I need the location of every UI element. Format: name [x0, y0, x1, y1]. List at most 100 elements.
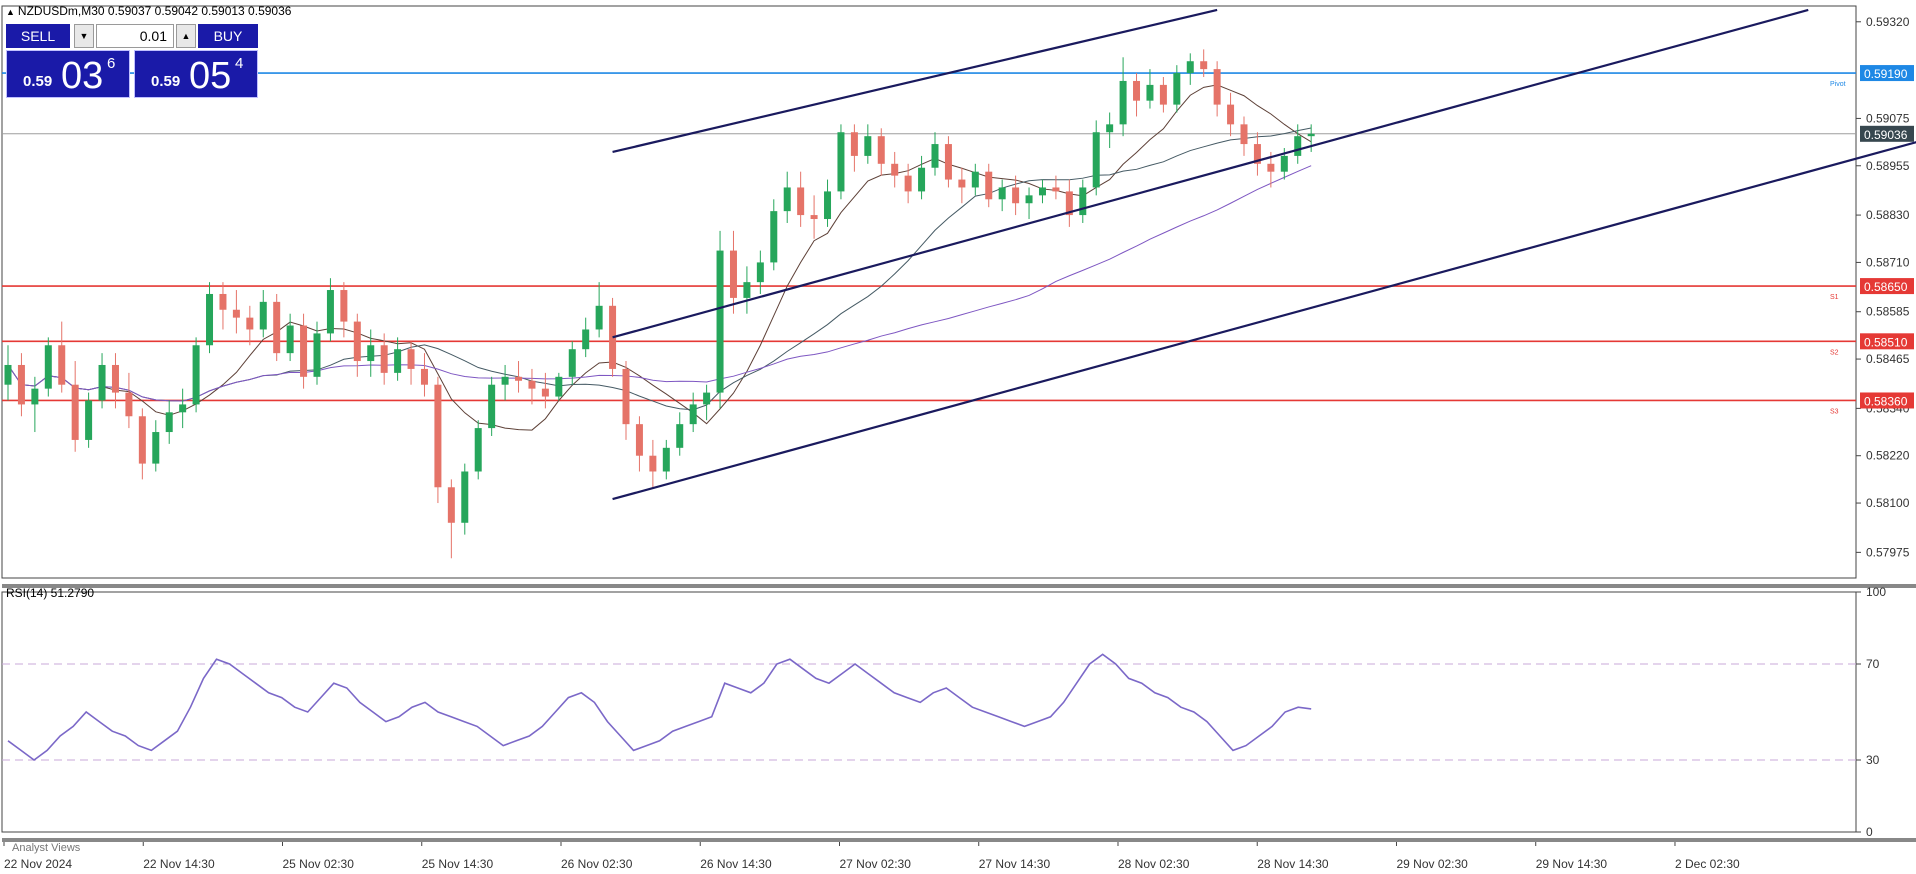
candle-body [165, 412, 173, 433]
x-tick-label: 29 Nov 14:30 [1536, 857, 1608, 871]
candle-body [246, 317, 254, 330]
candle-body [1227, 104, 1235, 125]
candle-body [1280, 155, 1288, 172]
y-tick-label: 0.58220 [1866, 449, 1910, 463]
bid-prefix: 0.59 [23, 73, 53, 90]
candle-body [259, 301, 267, 330]
candle-body [676, 424, 684, 448]
x-tick-label: 26 Nov 02:30 [561, 857, 633, 871]
candle-body [541, 388, 549, 397]
candle-body [1159, 84, 1167, 105]
lot-size-input[interactable]: 0.01 [96, 24, 174, 48]
y-tick-label: 0.59075 [1866, 111, 1910, 125]
sell-button[interactable]: SELL [6, 24, 70, 48]
x-tick-label: 2 Dec 02:30 [1675, 857, 1740, 871]
candle-body [985, 171, 993, 200]
candle-body [1119, 80, 1127, 125]
level-price-label: 0.58510 [1864, 335, 1908, 349]
lot-increase-icon[interactable]: ▲ [176, 24, 196, 48]
candle-body [1294, 136, 1302, 156]
candle-body [1267, 163, 1275, 172]
candle-body [515, 376, 523, 381]
rsi-tick-label: 70 [1866, 657, 1880, 671]
candle-body [971, 171, 979, 188]
candle-body [326, 290, 334, 334]
candle-body [58, 345, 66, 385]
ask-prefix: 0.59 [151, 73, 181, 90]
x-tick-label: 29 Nov 02:30 [1396, 857, 1468, 871]
bid-sup: 6 [107, 55, 116, 72]
candle-body [179, 404, 187, 413]
level-name-label: S3 [1830, 408, 1839, 415]
ma-fast-line [7, 84, 1312, 431]
y-tick-label: 0.58100 [1866, 496, 1910, 510]
level-price-tag [1860, 392, 1914, 409]
symbol-line: NZDUSDm,M30 0.59037 0.59042 0.59013 0.59… [17, 4, 292, 18]
candle-body [810, 215, 818, 220]
candle-body [111, 364, 119, 393]
candle-body [1106, 124, 1114, 133]
candle-body [904, 175, 912, 192]
collapse-triangle-icon[interactable]: ▲ [6, 7, 15, 17]
candle-body [44, 345, 52, 389]
level-price-label: 0.59190 [1864, 67, 1908, 81]
candle-body [1307, 133, 1315, 137]
candle-body [595, 305, 603, 330]
one-click-trading-panel: SELL ▼ 0.01 ▲ BUY 0.59 03 6 0.59 05 4 [6, 24, 258, 98]
ma-slow-line [7, 165, 1312, 402]
candle-body [891, 163, 899, 176]
lot-decrease-icon[interactable]: ▼ [74, 24, 94, 48]
rsi-tick-label: 0 [1866, 825, 1873, 839]
candle-body [756, 262, 764, 283]
candle-body [568, 349, 576, 377]
candle-body [877, 136, 885, 164]
buy-button[interactable]: BUY [198, 24, 258, 48]
candle-body [71, 384, 79, 440]
x-tick-label: 27 Nov 02:30 [839, 857, 911, 871]
candle-body [501, 376, 509, 385]
candle-body [313, 333, 321, 377]
candle-body [528, 380, 536, 389]
main-plot-frame [1, 5, 1857, 579]
candle-body [649, 455, 657, 472]
candle-body [918, 167, 926, 192]
candle-body [394, 349, 402, 373]
candle-body [1079, 187, 1087, 216]
candle-body [850, 132, 858, 156]
candle-body [407, 349, 415, 369]
candle-body [434, 384, 442, 488]
candle-body [703, 392, 711, 405]
level-price-label: 0.58650 [1864, 280, 1908, 294]
x-tick-label: 28 Nov 14:30 [1257, 857, 1329, 871]
bid-quote[interactable]: 0.59 03 6 [6, 50, 130, 98]
candle-body [4, 364, 12, 385]
candle-body [1025, 195, 1033, 204]
candle-body [770, 211, 778, 263]
y-tick-label: 0.58830 [1866, 208, 1910, 222]
bid-big: 03 [61, 55, 104, 97]
ma-mid-line [7, 127, 1312, 411]
current-price-tag [1860, 125, 1914, 142]
candle-body [743, 282, 751, 298]
candle-body [17, 364, 25, 405]
ask-quote[interactable]: 0.59 05 4 [134, 50, 258, 98]
level-price-tag [1860, 65, 1914, 82]
level-price-tag [1860, 333, 1914, 350]
candle-body [1133, 80, 1141, 101]
x-tick-label: 22 Nov 14:30 [143, 857, 215, 871]
candle-body [125, 392, 133, 417]
candle-body [1213, 69, 1221, 105]
channel-trendline [612, 8, 1218, 154]
level-price-tag [1860, 278, 1914, 295]
candle-body [340, 290, 348, 322]
rsi-line [7, 653, 1312, 761]
symbol-header: ▲ NZDUSDm,M30 0.59037 0.59042 0.59013 0.5… [6, 4, 291, 18]
candle-body [1012, 187, 1020, 204]
candle-body [1253, 144, 1261, 164]
candle-body [447, 487, 455, 523]
candle-body [797, 187, 805, 216]
analyst-views-label[interactable]: Analyst Views [12, 842, 81, 854]
x-tick-label: 28 Nov 02:30 [1118, 857, 1190, 871]
candle-body [31, 388, 39, 405]
candle-body [864, 136, 872, 156]
